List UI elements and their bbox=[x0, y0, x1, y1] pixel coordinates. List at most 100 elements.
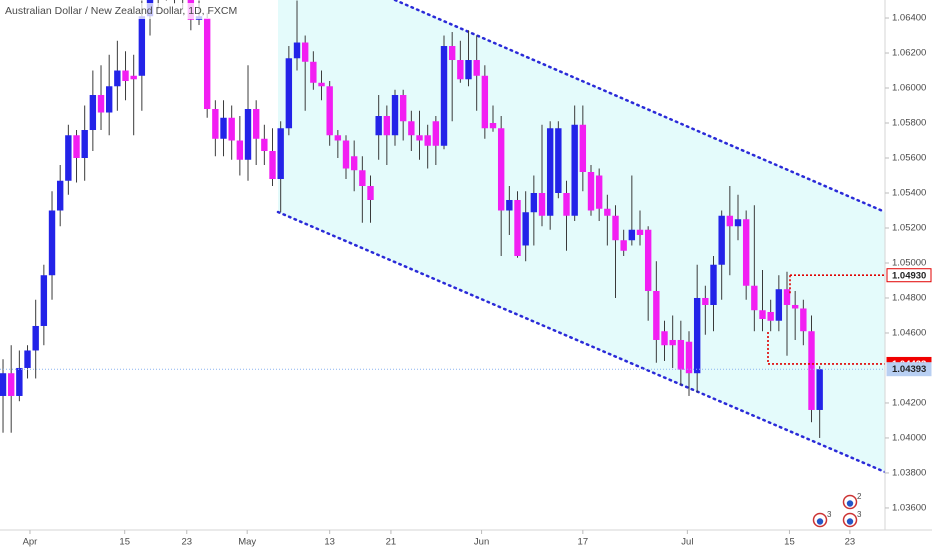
candle-body bbox=[212, 109, 219, 139]
candle-body bbox=[24, 350, 31, 368]
candle-body bbox=[7, 373, 15, 396]
candle bbox=[489, 105, 497, 132]
candle-body bbox=[432, 121, 440, 146]
candle-body bbox=[424, 135, 431, 146]
candle bbox=[228, 105, 235, 160]
event-icon-core[interactable] bbox=[846, 500, 854, 507]
candle bbox=[56, 165, 64, 227]
event-marker[interactable]: 3 bbox=[842, 510, 863, 528]
candle bbox=[399, 89, 407, 141]
y-tick-label: 1.05400 bbox=[892, 188, 926, 199]
event-count[interactable]: 3 bbox=[857, 510, 862, 519]
candle-body bbox=[538, 192, 546, 216]
candle-body bbox=[718, 215, 725, 265]
candle bbox=[734, 194, 742, 241]
candle bbox=[203, 12, 211, 118]
candle-body bbox=[677, 339, 685, 370]
candle bbox=[497, 116, 505, 256]
candle-body bbox=[783, 289, 791, 305]
event-markers[interactable]: 3 2 3 bbox=[812, 492, 863, 528]
candle-body bbox=[791, 304, 799, 309]
candle bbox=[661, 320, 668, 361]
candle-body bbox=[555, 128, 562, 193]
candle-body bbox=[759, 310, 766, 319]
candle-body bbox=[653, 290, 660, 340]
candle-body bbox=[48, 210, 56, 276]
candle-body bbox=[734, 219, 742, 227]
candle-body bbox=[644, 229, 652, 291]
candle bbox=[693, 264, 701, 393]
candle-body bbox=[138, 16, 146, 76]
candle bbox=[310, 51, 317, 90]
event-count[interactable]: 2 bbox=[857, 492, 862, 501]
candle bbox=[48, 191, 56, 300]
event-count[interactable]: 3 bbox=[827, 510, 832, 519]
candle bbox=[73, 130, 80, 183]
candle-body bbox=[816, 369, 823, 410]
channel-upper bbox=[393, 0, 885, 214]
candle bbox=[97, 65, 105, 131]
candle bbox=[726, 185, 734, 276]
candle-body bbox=[693, 297, 701, 374]
candle-body bbox=[587, 172, 595, 211]
candle-body bbox=[114, 70, 121, 87]
candle-body bbox=[326, 86, 333, 136]
candle bbox=[595, 168, 603, 221]
candle-body bbox=[236, 140, 244, 160]
candle-body bbox=[359, 170, 366, 186]
event-marker[interactable]: 3 bbox=[812, 510, 833, 528]
candle bbox=[432, 116, 440, 166]
candle bbox=[261, 124, 268, 166]
candle-body bbox=[612, 215, 619, 241]
x-tick-label: Jul bbox=[681, 537, 693, 548]
price-label-box bbox=[886, 362, 932, 377]
candle bbox=[742, 210, 750, 300]
price-label-box bbox=[886, 268, 932, 283]
y-tick-label: 1.06200 bbox=[892, 48, 926, 59]
candle-body bbox=[244, 109, 252, 160]
y-tick-label: 1.05000 bbox=[892, 258, 926, 269]
candle bbox=[269, 128, 276, 186]
candle bbox=[7, 345, 15, 433]
candle-body bbox=[522, 212, 529, 246]
candle-body bbox=[702, 297, 709, 305]
candle-body bbox=[318, 82, 325, 87]
candle-body bbox=[465, 60, 472, 80]
candle-body bbox=[130, 75, 137, 80]
candle bbox=[448, 32, 456, 122]
candle bbox=[816, 366, 823, 438]
candle bbox=[212, 100, 219, 157]
candle bbox=[751, 205, 758, 332]
candle-body bbox=[391, 95, 399, 136]
candle bbox=[759, 269, 766, 332]
candle bbox=[24, 345, 31, 379]
x-tick-label: 15 bbox=[119, 537, 130, 548]
x-tick-label: Apr bbox=[23, 537, 38, 548]
candle bbox=[318, 70, 325, 101]
candle-body bbox=[457, 60, 464, 80]
candle bbox=[359, 156, 366, 223]
candle bbox=[252, 100, 260, 166]
event-icon-core[interactable] bbox=[846, 518, 854, 525]
candle bbox=[677, 320, 685, 386]
candle bbox=[375, 95, 382, 160]
candle-body bbox=[448, 46, 456, 61]
candle bbox=[808, 315, 815, 423]
candle-body bbox=[473, 60, 480, 76]
candle-body bbox=[563, 192, 570, 216]
event-marker[interactable]: 2 bbox=[842, 492, 863, 510]
candle bbox=[440, 35, 448, 150]
x-tick-label: 23 bbox=[845, 537, 856, 548]
event-icon-core[interactable] bbox=[816, 518, 824, 525]
candle bbox=[620, 229, 627, 256]
candle-body bbox=[122, 70, 129, 82]
candle bbox=[301, 35, 309, 111]
candle bbox=[32, 299, 39, 379]
candle-body bbox=[767, 311, 774, 321]
candle bbox=[0, 359, 7, 433]
x-tick-label: Jun bbox=[474, 537, 489, 548]
y-tick-label: 1.06000 bbox=[892, 83, 926, 94]
candle bbox=[669, 315, 676, 368]
candle-body bbox=[489, 123, 497, 129]
